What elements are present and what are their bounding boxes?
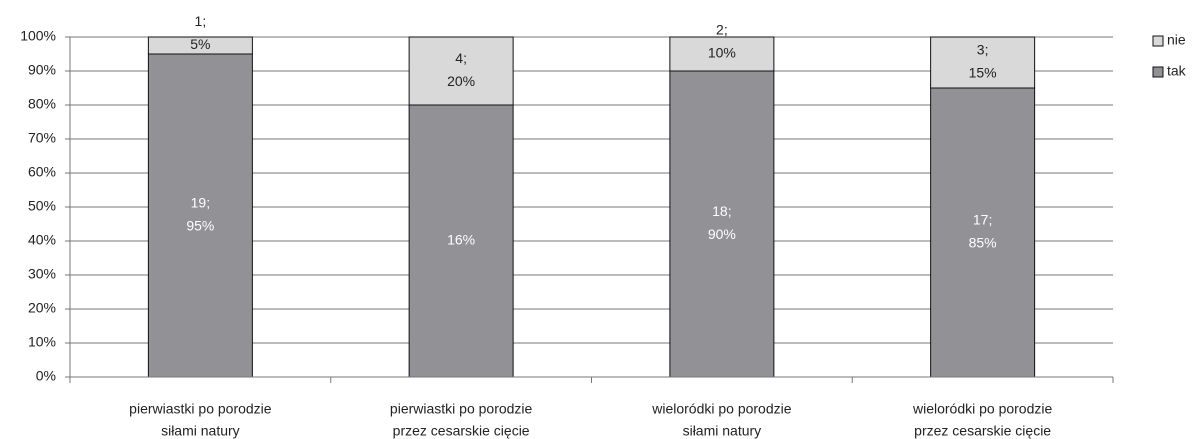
data-label: 1; — [195, 13, 207, 29]
bar-segment — [147, 36, 253, 55]
data-label: 18; — [712, 203, 731, 219]
legend-label: nie — [1167, 32, 1186, 48]
data-label: 5% — [190, 36, 210, 52]
data-label: 85% — [969, 235, 997, 251]
y-tick-label: 20% — [28, 300, 56, 316]
x-tick-label: siłami natury — [161, 423, 240, 439]
bar-segment — [669, 36, 775, 72]
bar-segment — [669, 70, 775, 378]
data-label: 90% — [708, 226, 736, 242]
x-tick-label: wieloródki po porodzie — [912, 401, 1053, 417]
y-tick-label: 10% — [28, 334, 56, 350]
data-label: 15% — [969, 65, 997, 81]
data-label: 95% — [186, 218, 214, 234]
data-label: 17; — [973, 212, 992, 228]
y-tick-label: 90% — [28, 62, 56, 78]
x-tick-label: pierwiastki po porodzie — [129, 401, 272, 417]
y-tick-label: 80% — [28, 96, 56, 112]
x-tick-label: pierwiastki po porodzie — [390, 401, 533, 417]
data-label: 3; — [977, 42, 989, 58]
y-tick-label: 50% — [28, 198, 56, 214]
x-tick-label: przez cesarskie cięcie — [393, 423, 530, 439]
bar-segment — [147, 53, 253, 378]
y-tick-label: 0% — [36, 368, 56, 384]
y-tick-label: 100% — [20, 28, 56, 44]
bar-segment — [408, 36, 514, 106]
data-label: 19; — [191, 195, 210, 211]
bar-segment — [408, 104, 514, 378]
data-label: 16% — [447, 232, 475, 248]
y-tick-label: 70% — [28, 130, 56, 146]
bar-segment — [930, 36, 1036, 89]
legend-swatch — [1152, 66, 1164, 78]
data-label: 2; — [716, 22, 728, 38]
y-tick-label: 30% — [28, 266, 56, 282]
data-label: 4; — [455, 50, 467, 66]
data-label: 20% — [447, 73, 475, 89]
x-tick-label: siłami natury — [683, 423, 762, 439]
y-tick-label: 40% — [28, 232, 56, 248]
y-tick-label: 60% — [28, 164, 56, 180]
legend-swatch — [1152, 35, 1164, 47]
legend-label: tak — [1167, 63, 1187, 79]
x-tick-label: wieloródki po porodzie — [651, 401, 792, 417]
x-tick-label: przez cesarskie cięcie — [914, 423, 1051, 439]
bar-segment — [930, 87, 1036, 378]
data-label: 10% — [708, 45, 736, 61]
